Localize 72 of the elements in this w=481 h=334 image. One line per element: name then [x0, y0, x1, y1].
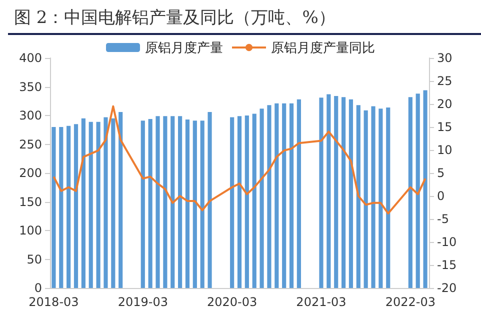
bar	[59, 127, 64, 288]
bar	[274, 103, 279, 288]
y-tick-label: 0	[34, 281, 42, 295]
bar	[334, 96, 338, 288]
y2-tick-label: 30	[437, 51, 452, 65]
y-tick-label: 400	[19, 51, 42, 65]
y2-tick-label: -20	[437, 281, 457, 295]
bar	[423, 90, 428, 288]
y-tick-label: 150	[19, 194, 42, 209]
bar	[140, 120, 145, 288]
y2-tick-label: -5	[437, 212, 449, 226]
line-series	[52, 105, 426, 214]
bar	[378, 108, 383, 288]
bar	[230, 117, 234, 288]
legend-label: 原铝月度产量	[145, 40, 223, 55]
y-tick-label: 300	[19, 108, 42, 122]
x-tick-label: 2020-03	[207, 295, 258, 309]
bar	[66, 126, 71, 288]
x-tick-label: 2021-03	[296, 295, 346, 309]
bar	[178, 116, 182, 288]
bar	[111, 118, 116, 288]
bar	[386, 107, 390, 288]
bar	[156, 116, 160, 288]
bar	[81, 118, 86, 288]
bar	[163, 116, 168, 288]
bar	[170, 116, 175, 288]
bar	[96, 122, 100, 288]
bar	[348, 99, 354, 288]
y-tick-label: 100	[19, 224, 42, 238]
bar	[252, 114, 256, 288]
y2-tick-label: 20	[437, 97, 452, 111]
y-tick-label: 50	[26, 252, 42, 266]
bar	[326, 94, 331, 288]
bar	[267, 105, 272, 288]
bar	[118, 112, 123, 288]
bar	[208, 112, 212, 288]
bar	[296, 99, 301, 288]
bar	[185, 120, 190, 288]
x-tick-label: 2019-03	[118, 295, 168, 309]
x-tick-label: 2018-03	[28, 295, 79, 309]
y2-tick-label: 25	[437, 74, 452, 88]
bar	[148, 118, 152, 288]
y-tick-label: 200	[19, 166, 42, 180]
bar	[200, 120, 204, 288]
bar	[244, 116, 249, 288]
bar	[104, 117, 108, 288]
bar	[356, 105, 360, 288]
chart-title: 图 2：中国电解铝产量及同比（万吨、%）	[8, 4, 481, 35]
x-tick-label: 2022-03	[385, 295, 436, 309]
y2-tick-label: 0	[437, 189, 445, 203]
bar	[260, 108, 264, 288]
y-tick-label: 350	[19, 80, 42, 94]
bar	[52, 127, 56, 288]
bar	[289, 103, 294, 288]
bar	[416, 94, 420, 288]
bar	[364, 110, 368, 288]
y2-tick-label: 15	[437, 120, 452, 134]
y2-tick-label: 10	[437, 143, 452, 157]
bar	[88, 122, 93, 288]
bar	[282, 103, 286, 288]
bar	[371, 106, 376, 288]
y2-tick-label: -15	[437, 258, 457, 272]
y2-tick-label: 5	[437, 166, 445, 180]
y-tick-label: 250	[19, 137, 42, 152]
legend-label: 原铝月度产量同比	[271, 40, 375, 55]
bar	[74, 124, 78, 288]
bar	[192, 120, 197, 288]
bar	[408, 97, 412, 288]
bar	[319, 98, 324, 288]
bar	[237, 116, 242, 288]
bar	[341, 97, 346, 288]
y2-tick-label: -10	[437, 235, 457, 249]
